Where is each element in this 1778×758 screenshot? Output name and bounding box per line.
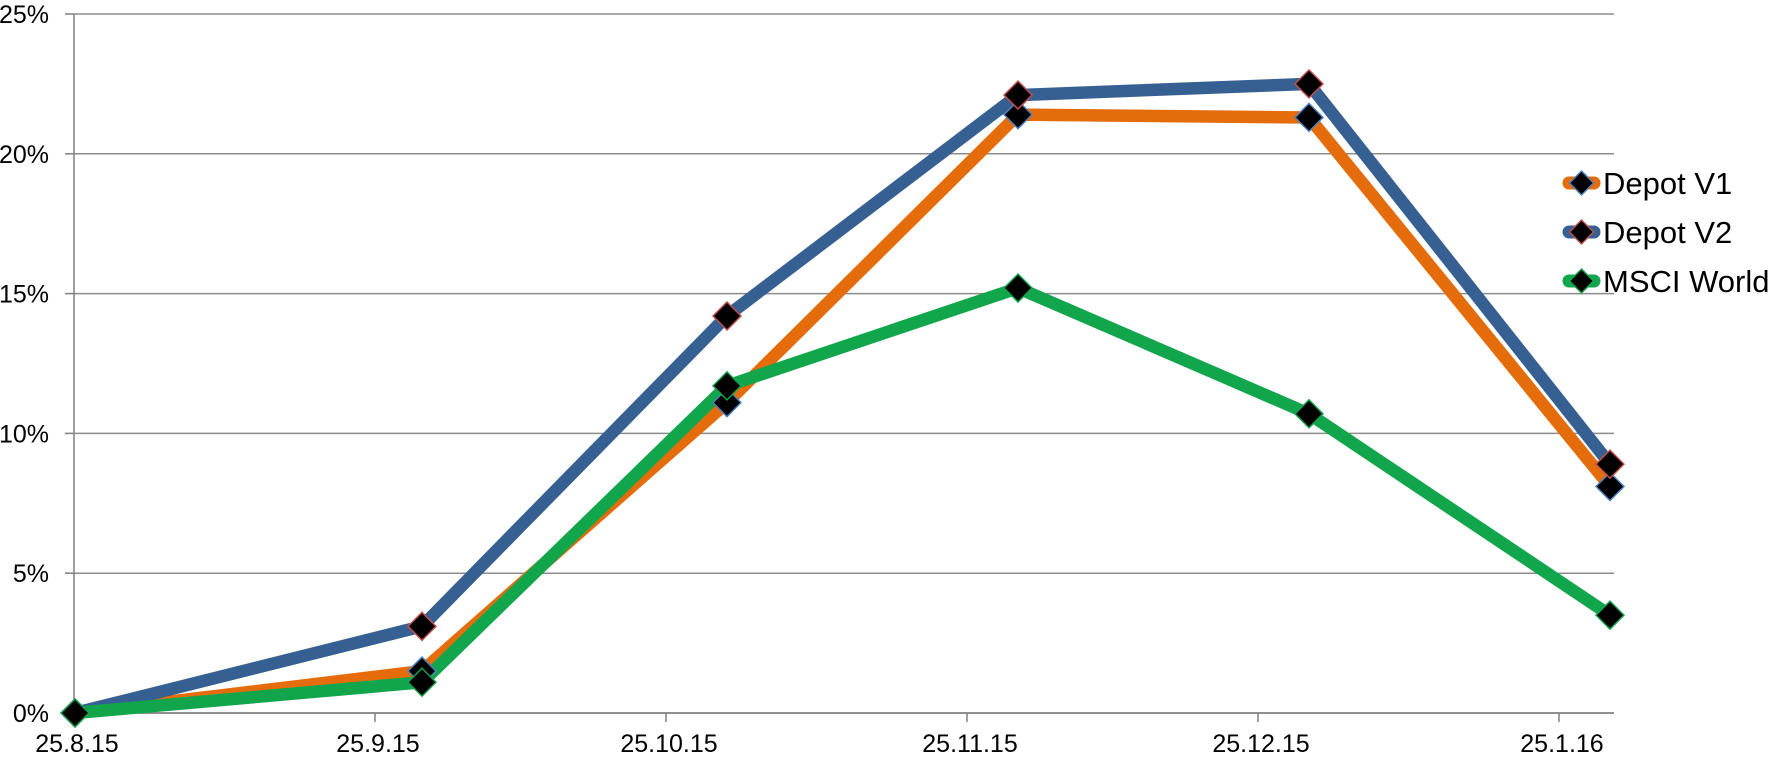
gridlines-group — [74, 13, 1614, 714]
diamond-marker-icon — [711, 300, 743, 332]
x-axis-label: 25.10.15 — [620, 730, 717, 758]
diamond-marker-icon — [1002, 80, 1034, 111]
diamond-marker-icon — [1293, 102, 1325, 133]
diamond-marker-icon — [711, 387, 743, 418]
axes-group — [65, 13, 1614, 722]
diamond-marker-icon — [1293, 398, 1325, 429]
diamond-marker-icon — [1594, 471, 1626, 502]
x-axis-label: 25.9.15 — [336, 730, 419, 758]
diamond-marker-icon — [406, 611, 438, 642]
legend-item-msci-world: MSCI World — [1562, 264, 1770, 299]
legend-item-depot-v1: Depot V1 — [1562, 166, 1732, 201]
y-axis-label: 15% — [0, 281, 49, 309]
x-axis-label: 25.8.15 — [35, 730, 118, 758]
y-axis-label: 20% — [0, 141, 49, 169]
legend-label: Depot V1 — [1603, 166, 1732, 201]
legend-label: Depot V2 — [1603, 215, 1732, 250]
legend-label: MSCI World — [1603, 264, 1770, 299]
diamond-marker-icon — [1594, 449, 1626, 480]
markers-depot-v2 — [59, 68, 1626, 729]
diamond-marker-icon — [406, 667, 438, 698]
legend-diamond-icon — [1568, 169, 1595, 197]
x-axis-label: 25.1.16 — [1520, 730, 1603, 758]
markers-msci-world — [59, 272, 1626, 729]
legend: Depot V1 Depot V2 MSCI World — [1562, 166, 1770, 299]
x-axis-label: 25.12.15 — [1212, 730, 1309, 758]
diamond-marker-icon — [1594, 600, 1626, 631]
legend-item-depot-v2: Depot V2 — [1562, 215, 1732, 250]
y-axis-label: 0% — [13, 700, 49, 728]
axis-labels-group: 0% 5% 10% 15% 20% 25% 25.8.15 25.9.15 25.10.15 25… — [0, 1, 1604, 758]
series-line-depot-v2 — [68, 77, 1617, 720]
diamond-marker-icon — [1293, 68, 1325, 99]
x-axis-label: 25.11.15 — [922, 730, 1017, 758]
series-line-msci-world — [68, 281, 1617, 720]
y-axis-label: 25% — [0, 1, 49, 29]
legend-diamond-icon — [1568, 218, 1595, 246]
diamond-marker-icon — [711, 370, 743, 401]
series-line-depot-v1 — [68, 108, 1617, 720]
series-group — [68, 77, 1617, 720]
y-axis-label: 10% — [0, 420, 49, 448]
y-axis-label: 5% — [13, 560, 49, 588]
diamond-marker-icon — [1002, 99, 1034, 130]
diamond-marker-icon — [1002, 272, 1034, 304]
legend-diamond-icon — [1568, 267, 1595, 295]
diamond-marker-icon — [59, 697, 91, 729]
